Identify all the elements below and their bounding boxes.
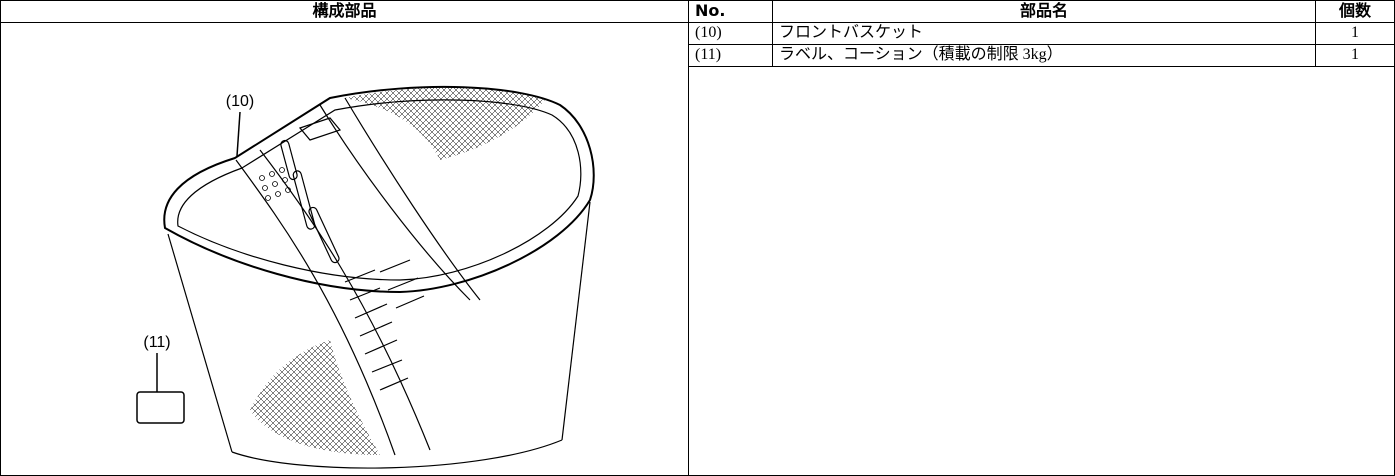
no-cell: (11) <box>688 44 773 67</box>
name-cell: フロントバスケット <box>772 22 1316 45</box>
header-cell: No. <box>688 0 773 23</box>
basket-illustration: (10) (11) <box>136 85 595 469</box>
basket <box>163 85 595 469</box>
qty-cell: 1 <box>1315 22 1395 45</box>
callout-label: (11) <box>143 334 170 351</box>
callout-label: (10) <box>226 93 254 110</box>
name-cell: ラベル、コーション（積載の制限 3kg） <box>772 44 1316 67</box>
no-cell: (10) <box>688 22 773 45</box>
qty-cell: 1 <box>1315 44 1395 67</box>
header-cell: 個数 <box>1315 0 1395 23</box>
callout-line <box>236 111 241 157</box>
empty-cell <box>688 66 1395 476</box>
header-cell: 部品名 <box>772 0 1316 23</box>
label-icon <box>136 391 185 424</box>
